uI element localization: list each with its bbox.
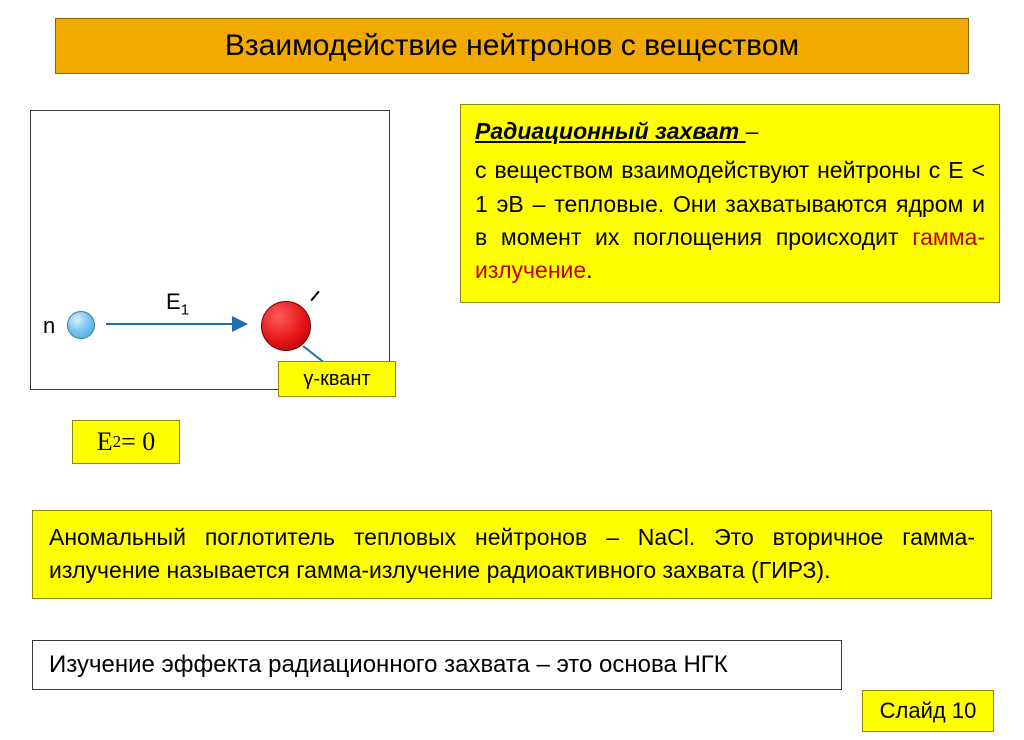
diagram-panel: n E1 — [30, 110, 390, 390]
e1-label: E1 — [166, 289, 189, 318]
e1-arrow — [106, 323, 246, 325]
absorber-note: Аномальный поглотитель тепловых нейтроно… — [32, 510, 992, 599]
panel-period: . — [586, 257, 592, 283]
panel-body: с веществом взаимодействуют нейтроны с E… — [475, 157, 985, 250]
emission-tick — [310, 291, 319, 301]
ngk-note: Изучение эффекта радиационного захвата –… — [32, 640, 842, 690]
panel-heading: Радиационный захват — [475, 118, 746, 144]
e2-formula: E2 = 0 — [72, 420, 180, 464]
gamma-quant-label: γ-квант — [278, 361, 396, 397]
nucleus-circle — [261, 301, 311, 351]
neutron-label: n — [43, 313, 55, 339]
slide-title: Взаимодействие нейтронов с веществом — [55, 18, 969, 74]
panel-dash: – — [746, 118, 759, 144]
diagram: n E1 — [31, 111, 389, 389]
radiative-capture-panel: Радиационный захват – с веществом взаимо… — [460, 104, 1000, 303]
slide-number: Слайд 10 — [862, 690, 994, 732]
neutron-circle — [67, 311, 95, 339]
